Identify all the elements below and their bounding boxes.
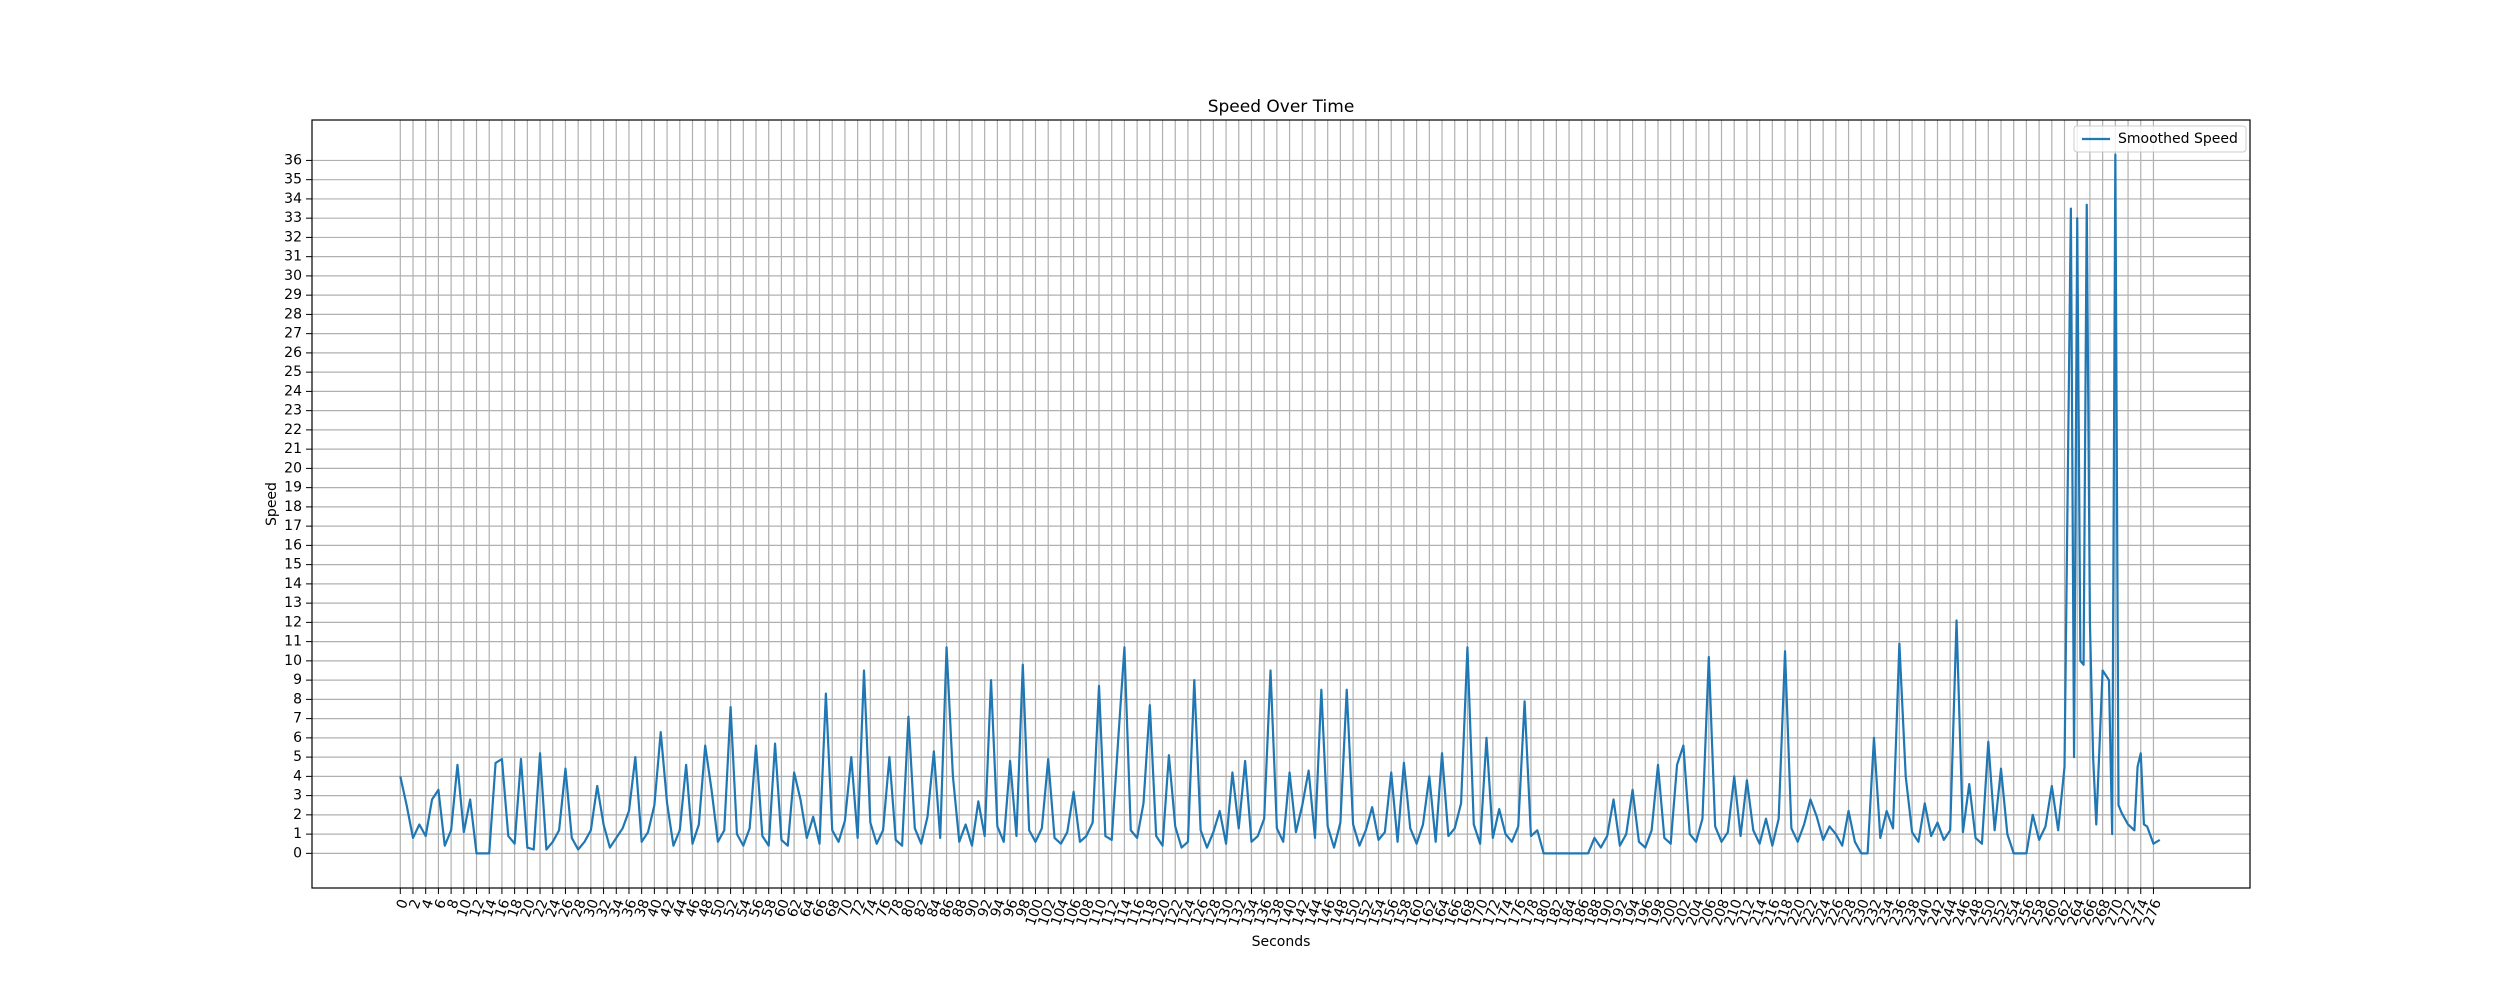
x-tick-label: 28 [569,897,590,919]
y-tick-label: 14 [284,576,302,592]
x-tick-label: 44 [670,897,691,919]
x-tick-label: 26 [556,897,577,919]
x-tick-label: 62 [785,897,806,919]
x-tick-label: 52 [721,897,742,919]
x-tick-label: 86 [937,897,958,919]
y-tick-label: 9 [293,672,302,688]
x-axis-label: Seconds [1252,934,1311,950]
chart-title: Speed Over Time [1208,97,1355,117]
y-tick-label: 17 [284,518,302,534]
x-tick-label: 96 [1000,897,1021,919]
x-tick-label: 58 [759,897,780,919]
x-tick-label: 80 [899,897,920,919]
y-tick-label: 18 [284,499,302,515]
x-tick-label: 88 [950,897,971,919]
x-tick-label: 78 [886,897,907,919]
x-tick-label: 24 [543,897,564,919]
y-tick-label: 13 [284,595,302,611]
y-tick-label: 12 [284,614,302,630]
y-tick-label: 33 [284,210,302,226]
x-tick-label: 90 [962,897,983,919]
x-tick-label: 20 [518,897,539,919]
x-tick-label: 98 [1013,897,1034,919]
x-tick-label: 72 [848,897,869,919]
x-tick-label: 30 [581,897,602,919]
y-tick-label: 20 [284,460,302,476]
legend-label: Smoothed Speed [2118,131,2238,147]
y-tick-label: 25 [284,364,302,380]
y-tick-label: 15 [284,557,302,573]
x-tick-label: 68 [823,897,844,919]
y-tick-label: 32 [284,229,302,245]
x-tick-label: 50 [708,897,729,919]
y-tick-label: 4 [293,768,302,784]
x-tick-label: 18 [505,897,526,919]
x-tick-label: 66 [810,897,831,919]
y-tick-label: 27 [284,326,302,342]
y-tick-label: 2 [293,807,302,823]
y-tick-label: 10 [284,653,302,669]
y-tick-label: 31 [284,249,302,265]
y-tick-label: 23 [284,403,302,419]
x-tick-label: 82 [912,897,933,919]
y-tick-label: 6 [293,730,302,746]
x-tick-label: 84 [924,897,945,919]
x-tick-label: 38 [632,897,653,919]
x-tick-label: 48 [696,897,717,919]
x-tick-label: 76 [873,897,894,919]
x-tick-label: 10 [454,897,475,919]
x-tick-label: 70 [835,897,856,919]
y-tick-label: 5 [293,749,302,765]
y-tick-label: 29 [284,287,302,303]
x-tick-label: 16 [492,897,513,919]
x-tick-label: 46 [683,897,704,919]
y-axis-label: Speed [264,482,280,526]
x-tick-label: 12 [467,897,488,919]
x-tick-label: 94 [988,897,1009,919]
y-tick-label: 24 [284,383,302,399]
x-tick-label: 22 [530,897,551,919]
x-tick-label: 54 [734,897,755,919]
line-series [399,153,2161,855]
y-tick-label: 1 [293,826,302,842]
y-tick-label: 21 [284,441,302,457]
y-tick-label: 30 [284,268,302,284]
x-tick-label: 36 [619,897,640,919]
y-tick-label: 26 [284,345,302,361]
y-tick-label: 34 [284,191,302,207]
y-tick-label: 35 [284,172,302,188]
plot-frame [311,119,2251,889]
y-tick-label: 28 [284,306,302,322]
x-tick-label: 34 [607,897,628,919]
x-tick-label: 74 [861,897,882,919]
legend-box [2073,125,2247,153]
y-tick-label: 11 [284,634,302,650]
y-tick-label: 19 [284,480,302,496]
x-tick-label: 14 [480,897,501,919]
y-tick-label: 16 [284,537,302,553]
x-tick-label: 60 [772,897,793,919]
y-tick-label: 0 [293,845,302,861]
x-tick-label: 64 [797,897,818,919]
x-tick-label: 32 [594,897,615,919]
y-tick-label: 22 [284,422,302,438]
x-tick-label: 56 [746,897,767,919]
x-tick-label: 42 [657,897,678,919]
y-tick-label: 36 [284,152,302,168]
x-tick-label: 40 [645,897,666,919]
y-tick-label: 8 [293,691,302,707]
y-tick-label: 3 [293,788,302,804]
x-tick-label: 92 [975,897,996,919]
y-tick-label: 7 [293,711,302,727]
